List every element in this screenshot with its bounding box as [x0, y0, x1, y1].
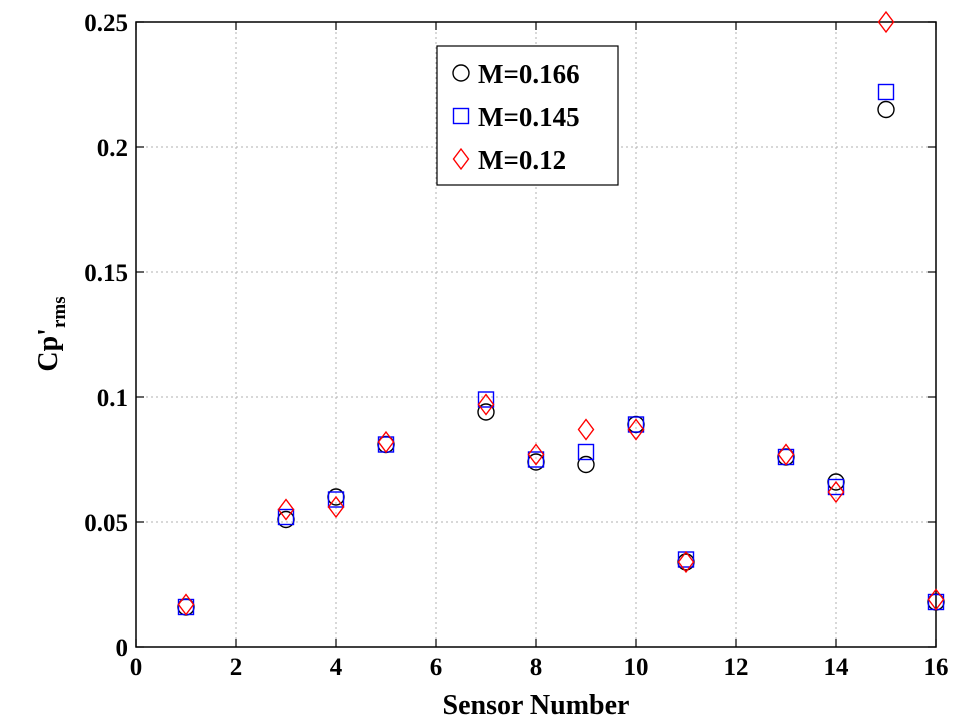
x-tick-label: 8 [530, 654, 543, 681]
series-diamond-points [177, 10, 945, 616]
data-point-diamond [777, 443, 795, 466]
data-point-diamond [177, 593, 195, 616]
y-tick-label: 0.2 [97, 135, 128, 162]
svg-text:Cp'rms: Cp'rms [33, 296, 70, 371]
data-point-square [527, 451, 545, 468]
data-point-diamond [627, 418, 645, 441]
data-point-square [477, 391, 495, 408]
x-tick-label: 2 [230, 654, 243, 681]
legend-label: M=0.145 [478, 102, 580, 132]
data-point-diamond [527, 443, 545, 466]
data-point-diamond [377, 430, 395, 454]
data-point-square [277, 508, 295, 526]
y-axis-label-subscript: rms [49, 296, 70, 328]
x-tick-label: 4 [330, 654, 343, 681]
legend: M=0.166 M=0.145 M=0.12 [436, 45, 619, 186]
legend-label: M=0.166 [478, 59, 580, 89]
data-point-diamond [877, 10, 895, 34]
data-point-diamond [677, 550, 695, 574]
data-point-diamond [327, 495, 345, 519]
y-tick-label: 0.05 [84, 510, 128, 537]
data-point-diamond [577, 418, 595, 441]
data-point-circle [877, 100, 895, 119]
data-point-diamond [927, 588, 945, 611]
x-tick-label: 16 [924, 654, 949, 681]
y-axis-label: Cp'rms [33, 296, 70, 371]
legend-entry: M=0.12 [452, 145, 566, 175]
x-tick-label: 10 [624, 654, 649, 681]
y-axis-label-main: Cp' [33, 328, 64, 372]
data-point-square [327, 491, 345, 508]
y-tick-label: 0.15 [84, 260, 128, 287]
legend-entry: M=0.145 [452, 102, 580, 132]
legend-entry: M=0.166 [452, 59, 580, 89]
x-tick-label: 12 [724, 654, 749, 681]
data-point-circle [477, 403, 495, 421]
legend-circle-marker [452, 64, 470, 82]
data-point-square [877, 83, 895, 101]
data-point-square [577, 443, 595, 461]
legend-label: M=0.12 [478, 145, 566, 175]
legend-square-marker [452, 107, 470, 125]
y-tick-label: 0.1 [97, 385, 128, 412]
data-points [177, 10, 945, 616]
x-tick-label: 6 [430, 654, 443, 681]
data-point-circle [577, 455, 595, 474]
data-point-diamond [827, 480, 845, 504]
data-point-square [827, 478, 845, 496]
axis-ticks: 0 2 4 6 8 10 12 14 16 0 0.05 0.1 0.15 0.2 0.25 [84, 10, 948, 681]
legend-diamond-marker [452, 147, 470, 171]
data-point-square [627, 416, 645, 433]
data-point-diamond [277, 498, 295, 521]
x-tick-label: 14 [824, 654, 850, 681]
x-tick-label: 0 [130, 654, 143, 681]
y-tick-label: 0.25 [84, 10, 128, 37]
data-point-diamond [477, 393, 495, 416]
y-tick-label: 0 [116, 635, 129, 662]
x-axis-label: Sensor Number [443, 690, 630, 721]
